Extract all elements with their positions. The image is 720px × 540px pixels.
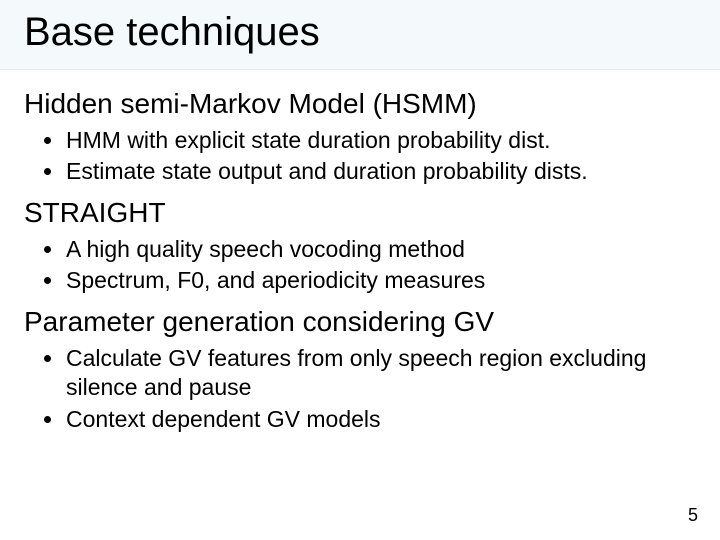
list-item: HMM with explicit state duration probabi… [66, 126, 696, 155]
list-item: Spectrum, F0, and aperiodicity measures [66, 266, 696, 295]
section-heading-hsmm: Hidden semi-Markov Model (HSMM) [24, 88, 696, 120]
list-item: Calculate GV features from only speech r… [66, 344, 696, 403]
bullet-list-straight: A high quality speech vocoding method Sp… [24, 235, 696, 296]
section-heading-gv: Parameter generation considering GV [24, 306, 696, 338]
list-item: A high quality speech vocoding method [66, 235, 696, 264]
title-bar: Base techniques [0, 0, 720, 70]
page-number: 5 [688, 505, 698, 526]
bullet-list-hsmm: HMM with explicit state duration probabi… [24, 126, 696, 187]
section-heading-straight: STRAIGHT [24, 197, 696, 229]
bullet-list-gv: Calculate GV features from only speech r… [24, 344, 696, 434]
list-item: Estimate state output and duration proba… [66, 157, 696, 186]
list-item: Context dependent GV models [66, 405, 696, 434]
slide-title: Base techniques [24, 10, 696, 55]
slide-content: Hidden semi-Markov Model (HSMM) HMM with… [0, 70, 720, 434]
